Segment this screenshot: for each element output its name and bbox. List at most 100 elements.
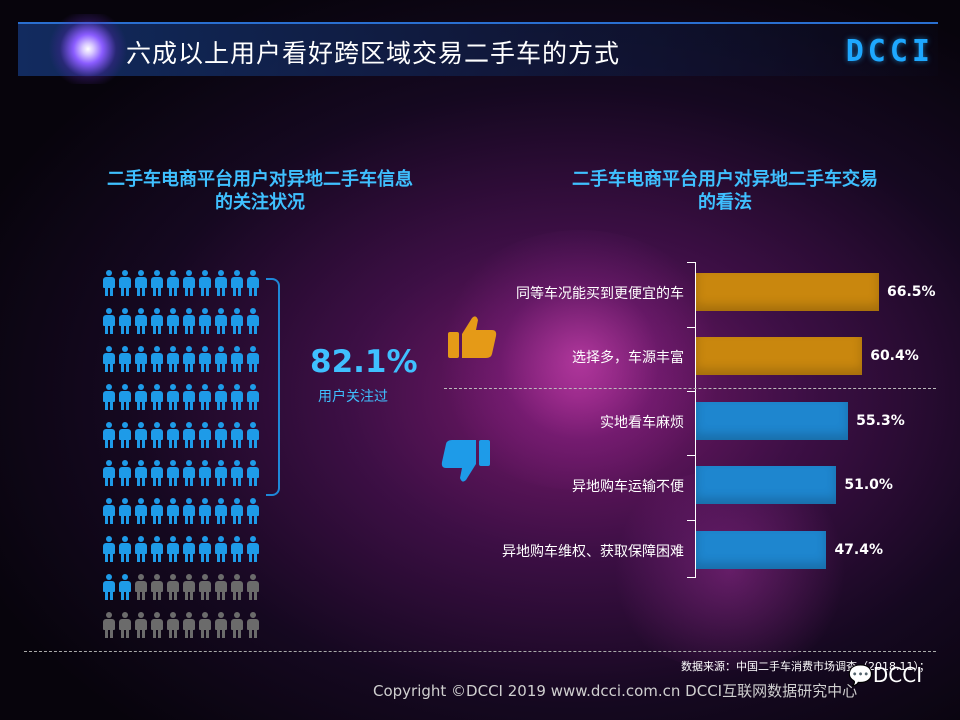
person-icon (166, 574, 180, 600)
bar-category-label: 同等车况能买到更便宜的车 (516, 286, 684, 302)
person-icon (246, 270, 260, 296)
person-icon (150, 574, 164, 600)
person-icon (246, 536, 260, 562)
bar-category-label: 异地购车运输不便 (572, 479, 684, 495)
bar-value-label: 55.3% (856, 413, 905, 429)
person-icon (198, 308, 212, 334)
data-source: 数据来源：中国二手车消费市场调查（2018.11）； (681, 660, 930, 673)
person-icon (166, 460, 180, 486)
person-icon (198, 422, 212, 448)
person-icon (246, 422, 260, 448)
person-icon (118, 422, 132, 448)
person-icon (214, 384, 228, 410)
footer-divider (24, 651, 936, 652)
axis-tick (687, 262, 695, 263)
person-icon (134, 574, 148, 600)
person-icon (214, 498, 228, 524)
person-icon (182, 460, 196, 486)
person-icon (118, 574, 132, 600)
person-icon (182, 536, 196, 562)
person-icon (230, 460, 244, 486)
bar (696, 402, 849, 440)
person-icon (182, 612, 196, 638)
person-icon (134, 422, 148, 448)
person-icon (182, 270, 196, 296)
person-icon (214, 308, 228, 334)
title-bar (18, 22, 938, 76)
person-icon (102, 270, 116, 296)
axis-tick (687, 520, 695, 521)
attention-percent: 82.1% (310, 344, 418, 380)
axis-tick (687, 327, 695, 328)
right-subtitle: 二手车电商平台用户对异地二手车交易 的看法 (520, 168, 930, 214)
person-icon (134, 270, 148, 296)
person-icon (102, 612, 116, 638)
person-icon (166, 308, 180, 334)
person-icon (102, 308, 116, 334)
person-icon (246, 384, 260, 410)
person-icon (182, 384, 196, 410)
person-icon (150, 498, 164, 524)
person-icon (118, 460, 132, 486)
person-icon (166, 384, 180, 410)
bracket (266, 278, 280, 496)
person-icon (198, 460, 212, 486)
person-icon (182, 574, 196, 600)
person-icon (102, 346, 116, 372)
person-icon (198, 574, 212, 600)
person-icon (214, 612, 228, 638)
bar (696, 531, 827, 569)
brand-logo: DCCI (845, 34, 934, 69)
person-icon (214, 574, 228, 600)
person-icon (102, 574, 116, 600)
person-icon (246, 612, 260, 638)
wechat-label: DCCI (872, 663, 923, 687)
thumbs-down-icon (440, 438, 492, 490)
copyright: Copyright ©DCCI 2019 www.dcci.com.cn DCC… (373, 682, 858, 700)
sparkle-icon (44, 14, 132, 84)
person-icon (230, 308, 244, 334)
sentiment-divider (444, 388, 936, 389)
axis-tick (687, 577, 695, 578)
person-icon (102, 460, 116, 486)
person-icon (134, 460, 148, 486)
person-icon (166, 270, 180, 296)
person-icon (118, 346, 132, 372)
person-icon (166, 498, 180, 524)
person-icon (230, 498, 244, 524)
person-icon (118, 384, 132, 410)
bar-category-label: 异地购车维权、获取保障困难 (502, 544, 684, 560)
person-icon (166, 422, 180, 448)
wechat-icon: 💬 (848, 663, 873, 687)
person-icon (118, 612, 132, 638)
bar-value-label: 47.4% (834, 542, 884, 558)
bar-category-label: 选择多，车源丰富 (572, 350, 684, 366)
person-icon (246, 498, 260, 524)
person-icon (102, 384, 116, 410)
thumbs-up-icon (446, 312, 498, 364)
person-icon (246, 346, 260, 372)
person-icon (150, 270, 164, 296)
person-icon (150, 422, 164, 448)
wechat-badge: 💬DCCI (848, 663, 922, 687)
person-icon (198, 384, 212, 410)
bar-category-label: 实地看车麻烦 (600, 415, 684, 431)
person-icon (166, 612, 180, 638)
person-icon (134, 498, 148, 524)
person-icon (134, 612, 148, 638)
person-icon (118, 498, 132, 524)
page-title: 六成以上用户看好跨区域交易二手车的方式 (126, 39, 621, 68)
person-icon (214, 460, 228, 486)
person-icon (214, 346, 228, 372)
bar-value-label: 66.5% (887, 284, 936, 300)
person-icon (198, 270, 212, 296)
person-icon (166, 346, 180, 372)
person-icon (182, 308, 196, 334)
person-icon (214, 422, 228, 448)
bar (696, 466, 837, 504)
person-icon (198, 612, 212, 638)
person-icon (230, 384, 244, 410)
right-subtitle-line1: 二手车电商平台用户对异地二手车交易 (572, 169, 878, 190)
person-icon (214, 536, 228, 562)
person-icon (102, 422, 116, 448)
